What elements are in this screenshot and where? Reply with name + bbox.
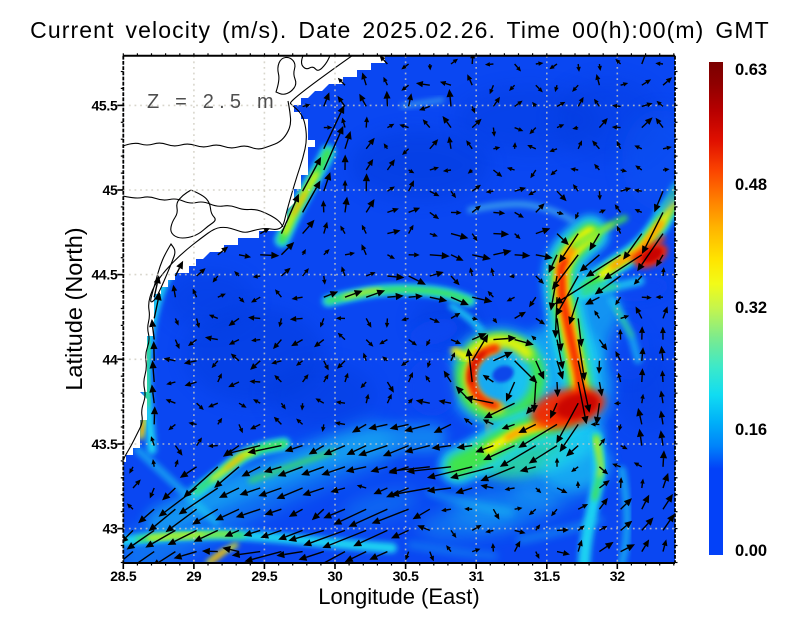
svg-text:45.5: 45.5 [91,97,118,113]
svg-text:0.32: 0.32 [735,299,767,317]
svg-text:0.16: 0.16 [735,421,767,439]
svg-text:29: 29 [186,568,201,584]
svg-text:30.5: 30.5 [393,568,420,584]
svg-text:28.5: 28.5 [110,568,137,584]
svg-text:0.63: 0.63 [735,61,767,79]
svg-text:0.48: 0.48 [735,176,767,194]
svg-text:30: 30 [328,568,343,584]
svg-text:32: 32 [610,568,625,584]
svg-text:43: 43 [103,521,118,537]
svg-text:45: 45 [103,182,118,198]
svg-text:Current velocity (m/s). Date 2: Current velocity (m/s). Date 2025.02.26.… [30,17,770,43]
svg-text:43.5: 43.5 [91,436,118,452]
svg-text:29.5: 29.5 [251,568,278,584]
svg-text:Z = 2.5 m: Z = 2.5 m [147,91,279,113]
svg-text:0.00: 0.00 [735,542,767,560]
svg-text:Latitude (North): Latitude (North) [61,227,87,390]
svg-text:31.5: 31.5 [534,568,561,584]
svg-text:44.5: 44.5 [91,267,118,283]
svg-text:31: 31 [469,568,484,584]
svg-text:44: 44 [103,351,118,367]
svg-text:Longitude (East): Longitude (East) [318,584,479,609]
